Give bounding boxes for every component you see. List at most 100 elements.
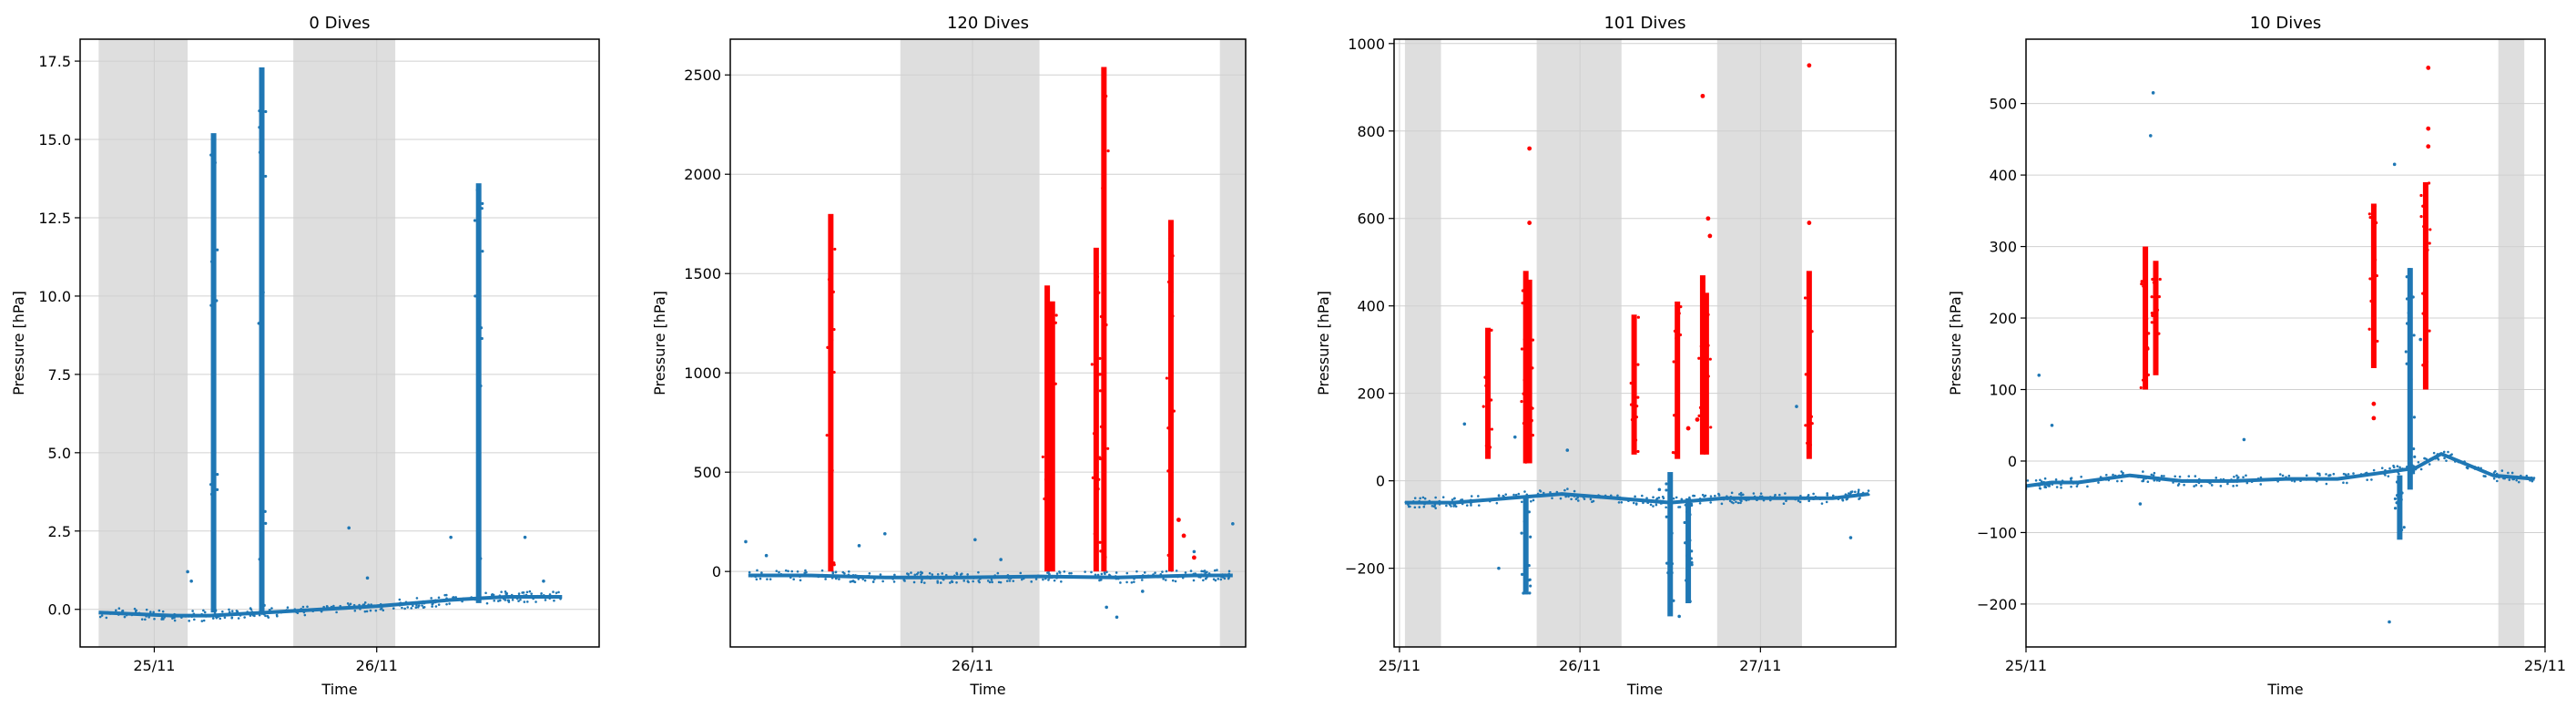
data-point	[2398, 466, 2401, 469]
data-point	[1551, 497, 1553, 499]
spike-point	[1490, 398, 1493, 402]
data-point	[941, 572, 944, 575]
spike-point	[479, 384, 483, 388]
data-point	[223, 616, 227, 620]
data-point	[1130, 580, 1134, 584]
x-tick-label: 26/11	[952, 657, 993, 674]
data-point	[2447, 450, 2449, 454]
data-point	[2436, 453, 2439, 456]
data-point	[1125, 580, 1128, 584]
data-point	[528, 590, 532, 593]
y-tick-label: 1000	[684, 364, 721, 382]
data-point	[160, 616, 164, 620]
data-point	[1741, 493, 1745, 497]
data-point	[1058, 571, 1062, 574]
spike-point	[1098, 457, 1102, 461]
data-point	[1162, 575, 1165, 579]
spike-point	[1521, 572, 1524, 576]
data-point	[1152, 573, 1155, 576]
data-point	[348, 604, 351, 607]
data-point	[517, 600, 520, 602]
data-point	[559, 598, 562, 600]
data-point	[2342, 472, 2346, 476]
outlier-point	[973, 538, 977, 542]
data-point	[1753, 495, 1756, 498]
data-point	[2042, 480, 2046, 484]
data-point	[1202, 579, 1205, 582]
data-point	[2515, 478, 2518, 482]
data-point	[944, 573, 948, 577]
data-point	[211, 617, 215, 620]
data-point	[1146, 574, 1150, 578]
data-point	[249, 614, 252, 617]
spike-point	[1527, 374, 1531, 377]
data-point	[401, 606, 403, 610]
data-point	[399, 601, 402, 604]
chart-title: 0 Dives	[309, 14, 370, 33]
spike-point	[480, 336, 484, 341]
spike-point	[2369, 299, 2373, 303]
spike-point	[2142, 284, 2145, 288]
data-point	[2174, 475, 2176, 478]
spike-point	[1522, 591, 1525, 595]
outlier-point	[1497, 566, 1501, 570]
data-point	[98, 615, 102, 619]
data-point	[1470, 502, 1472, 505]
spike-point	[2405, 275, 2408, 279]
spike-point	[1092, 432, 1096, 436]
spike-point	[1090, 363, 1094, 366]
data-point	[2325, 473, 2327, 476]
y-tick-label: 2000	[684, 166, 721, 183]
data-point	[1867, 493, 1870, 497]
data-point	[2070, 477, 2073, 479]
spike-point	[258, 150, 261, 154]
data-point	[1224, 573, 1227, 576]
spike-point	[2146, 347, 2150, 351]
spike-point	[2151, 277, 2154, 282]
data-point	[301, 605, 305, 609]
data-point	[552, 590, 555, 593]
data-point	[422, 600, 425, 603]
spike-point	[826, 345, 830, 349]
spike-point	[1529, 535, 1532, 539]
data-point	[1090, 570, 1093, 574]
data-point	[379, 602, 382, 606]
data-point	[1826, 494, 1829, 497]
data-point	[152, 613, 156, 617]
data-point	[2070, 479, 2072, 482]
data-point	[1050, 576, 1054, 580]
data-point	[2327, 474, 2330, 477]
data-point	[2397, 470, 2399, 474]
data-point	[1786, 498, 1789, 500]
data-point	[1826, 492, 1828, 495]
data-point	[2489, 473, 2492, 477]
data-point	[1854, 490, 1857, 494]
y-tick-label: 12.5	[38, 210, 71, 227]
data-point	[920, 573, 922, 576]
outlier-point	[1231, 522, 1235, 526]
night-band	[1219, 39, 1246, 647]
data-point	[1530, 499, 1532, 503]
data-point	[879, 573, 882, 576]
data-point	[799, 579, 802, 582]
spike-point	[1521, 289, 1524, 292]
data-point	[153, 617, 156, 621]
data-point	[417, 604, 421, 607]
data-point	[915, 572, 919, 576]
data-point	[1514, 493, 1518, 497]
spike-point	[1690, 549, 1694, 553]
spike-point	[1481, 405, 1485, 408]
data-point	[2152, 474, 2155, 477]
data-point	[893, 573, 896, 577]
data-point	[2428, 463, 2431, 466]
data-point	[2034, 479, 2038, 482]
data-point	[2153, 478, 2156, 482]
data-point	[1773, 495, 1777, 498]
data-point	[1811, 496, 1815, 499]
spike-point	[1483, 375, 1487, 379]
data-point	[1470, 495, 1473, 498]
data-point	[1807, 493, 1810, 497]
data-point	[1589, 498, 1593, 501]
data-point	[171, 617, 174, 620]
data-point	[851, 580, 855, 582]
